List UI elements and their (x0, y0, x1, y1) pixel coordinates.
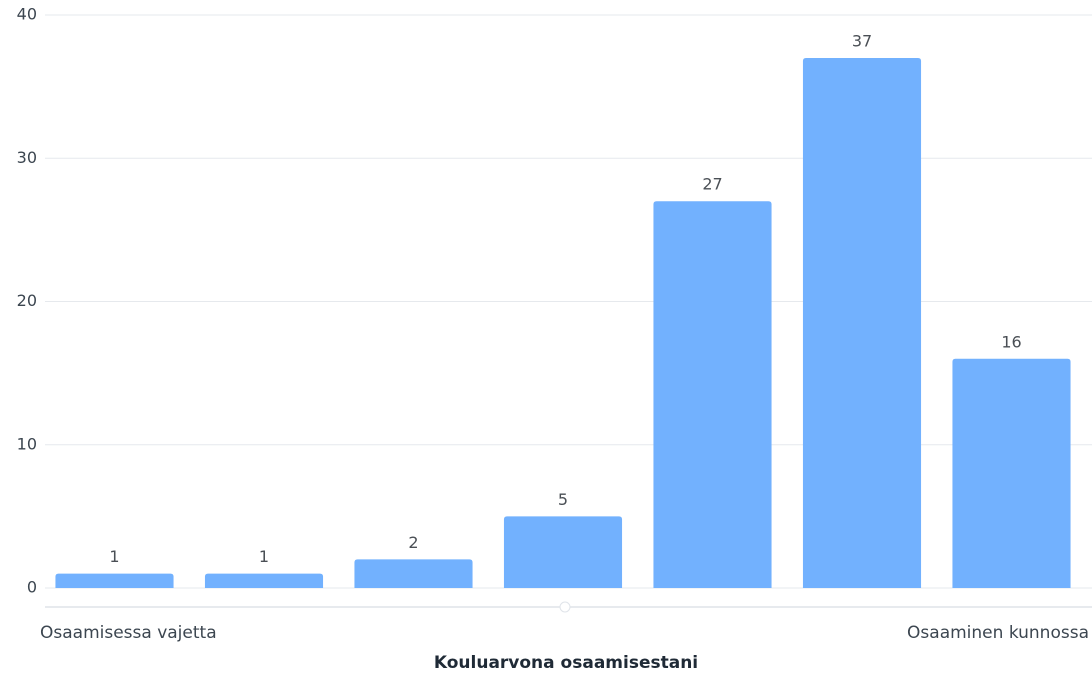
bar (55, 573, 174, 588)
x-tick-label: Osaaminen kunnossa (907, 623, 1089, 643)
y-tick-label: 40 (17, 5, 37, 24)
data-label: 1 (259, 547, 269, 566)
bar (204, 573, 324, 588)
y-tick-label: 20 (17, 291, 37, 310)
axis-handle (559, 601, 571, 613)
y-tick-label: 0 (27, 578, 37, 597)
data-label: 37 (852, 31, 872, 50)
bar (354, 559, 473, 588)
data-label: 16 (1001, 332, 1021, 351)
y-tick-label: 30 (17, 148, 37, 167)
bar (503, 516, 623, 588)
data-label: 1 (109, 547, 119, 566)
data-label: 27 (702, 175, 722, 194)
x-tick-label: Osaamisessa vajetta (40, 623, 217, 643)
bar (653, 201, 772, 588)
bar (952, 358, 1071, 588)
data-label: 2 (408, 533, 418, 552)
bar (802, 57, 922, 589)
x-axis-title: Kouluarvona osaamisestani (434, 653, 698, 673)
y-tick-label: 10 (17, 434, 37, 453)
data-label: 5 (558, 490, 568, 509)
